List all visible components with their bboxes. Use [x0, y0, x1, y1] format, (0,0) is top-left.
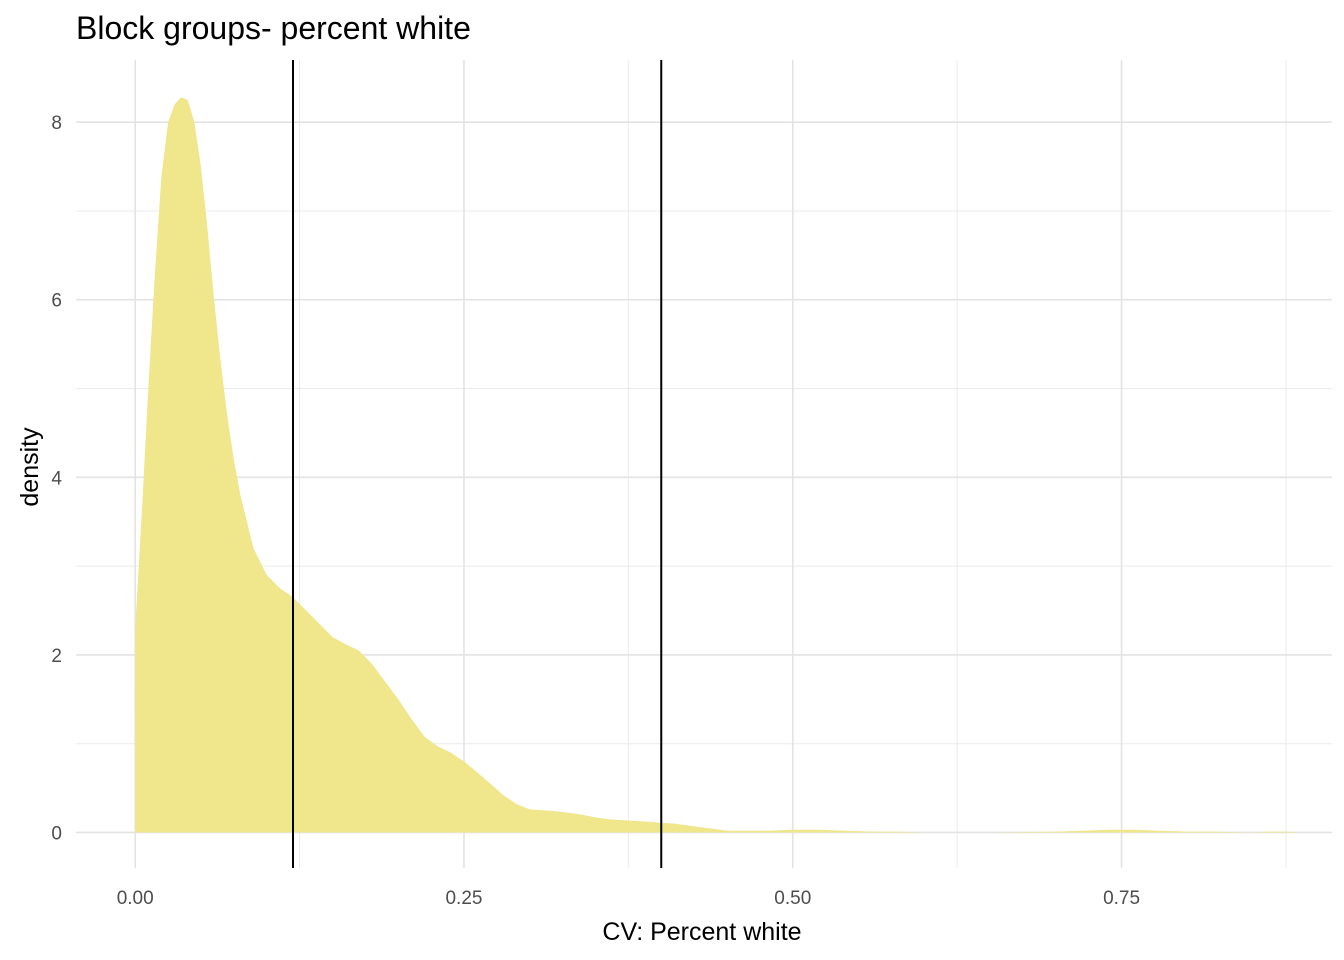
x-tick-label: 0.75: [1103, 888, 1140, 909]
x-tick-label: 0.25: [445, 888, 482, 909]
density-area-layer: [135, 97, 1300, 833]
y-tick-label: 0: [51, 823, 62, 844]
y-tick-label: 6: [51, 291, 62, 312]
x-axis-ticks: 0.00 0.25 0.50 0.75: [117, 888, 1140, 909]
y-axis-ticks: 0 2 4 6 8: [51, 113, 62, 844]
y-tick-label: 8: [51, 113, 62, 134]
chart-title: Block groups- percent white: [76, 10, 471, 46]
y-tick-label: 4: [51, 468, 62, 489]
density-area: [135, 97, 1300, 833]
minor-gridlines: [76, 60, 1332, 868]
y-tick-label: 2: [51, 646, 62, 667]
x-tick-label: 0.00: [117, 888, 154, 909]
x-axis-title: CV: Percent white: [602, 918, 801, 946]
y-axis-title: density: [16, 427, 44, 507]
reference-lines: [292, 60, 663, 868]
x-tick-label: 0.50: [774, 888, 811, 909]
